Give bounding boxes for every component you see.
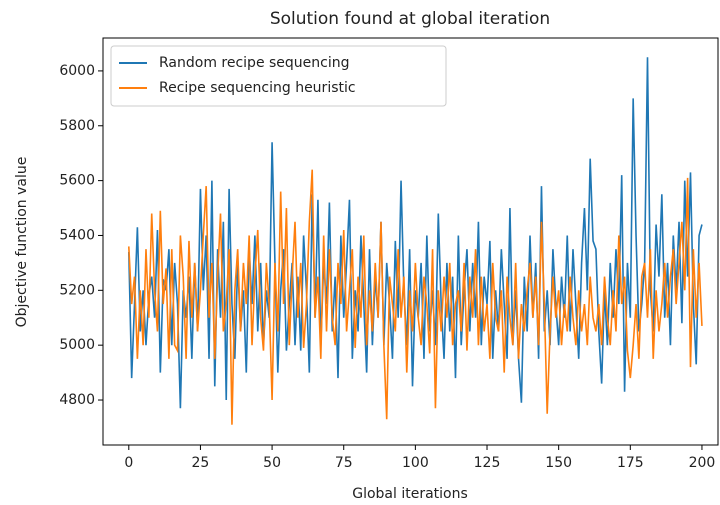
line-series <box>127 57 703 409</box>
y-tick-label: 4800 <box>59 392 95 408</box>
legend-label: Recipe sequencing heuristic <box>159 80 356 96</box>
plot-frame <box>102 37 719 446</box>
y-axis-label: Objective function value <box>14 157 30 328</box>
legend-label: Random recipe sequencing <box>159 55 350 71</box>
x-tick-label: 0 <box>124 455 133 471</box>
x-axis-label: Global iterations <box>352 486 468 502</box>
y-tick-label: 5200 <box>59 282 95 298</box>
x-tick-label: 75 <box>335 455 353 471</box>
y-tick-label: 5000 <box>59 337 95 353</box>
line-series <box>127 169 703 425</box>
legend-box <box>110 45 447 107</box>
x-tick-label: 150 <box>545 455 572 471</box>
chart-title: Solution found at global iteration <box>270 9 550 29</box>
x-tick-label: 125 <box>474 455 501 471</box>
x-tick-label: 200 <box>689 455 716 471</box>
y-tick-label: 5600 <box>59 173 95 189</box>
x-tick-label: 175 <box>617 455 644 471</box>
y-tick-label: 5400 <box>59 227 95 243</box>
y-tick-label: 6000 <box>59 63 95 79</box>
x-tick-label: 25 <box>192 455 210 471</box>
x-tick-label: 100 <box>402 455 429 471</box>
y-tick-label: 5800 <box>59 118 95 134</box>
x-tick-label: 50 <box>263 455 281 471</box>
